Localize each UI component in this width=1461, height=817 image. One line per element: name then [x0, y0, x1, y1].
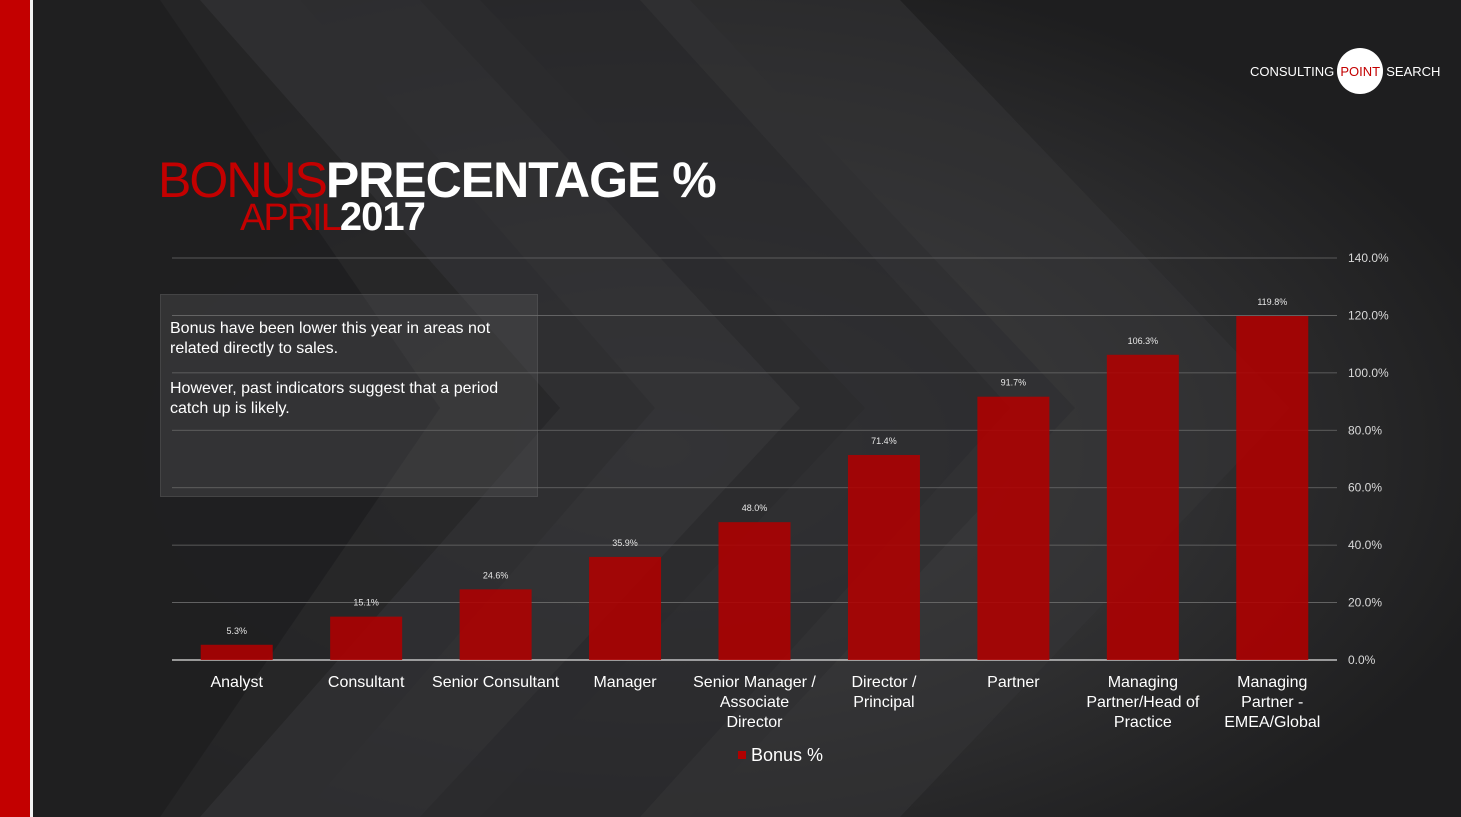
bar — [459, 589, 532, 660]
x-category-label: Analyst — [210, 674, 263, 691]
y-tick-label: 20.0% — [1348, 596, 1382, 610]
logo-text-circle: POINT — [1340, 63, 1381, 79]
chart-x-categories: Analyst Consultant Senior Consultant Manage… — [210, 674, 1320, 731]
data-label: 119.8% — [1257, 297, 1287, 307]
page-title: BONUSPRECENTAGE % — [158, 150, 717, 210]
title-word-white: PRECENTAGE % — [325, 152, 717, 208]
bar — [589, 556, 662, 660]
y-tick-label: 80.0% — [1348, 423, 1382, 437]
subtitle-word-red: APRIL — [240, 197, 342, 239]
x-category-label: Consultant — [328, 674, 405, 691]
y-tick-label: 40.0% — [1348, 538, 1382, 552]
chart-legend: Bonus % — [738, 745, 823, 765]
subtitle-word-white: 2017 — [339, 195, 426, 239]
data-label: 5.3% — [226, 626, 247, 636]
accent-side-bar — [0, 0, 30, 817]
legend-label: Bonus % — [751, 745, 823, 765]
note-panel — [160, 294, 538, 497]
x-category-label: Manager — [593, 674, 657, 691]
data-label: 106.3% — [1128, 336, 1159, 346]
bar — [1236, 316, 1309, 660]
x-category-label: Managing Partner -EMEA/Global — [1224, 674, 1320, 731]
y-tick-label: 100.0% — [1348, 366, 1389, 380]
page-subtitle: APRIL2017 — [240, 195, 426, 239]
data-label: 15.1% — [353, 598, 379, 608]
chart-bars — [200, 316, 1309, 660]
bar — [718, 522, 791, 660]
company-logo: CONSULTING POINT SEARCH — [1250, 48, 1440, 94]
data-label: 48.0% — [742, 503, 768, 513]
note-paragraph-2: However, past indicators suggest that a … — [170, 380, 499, 417]
bar — [1106, 354, 1179, 660]
bar — [977, 396, 1050, 660]
bar — [330, 616, 403, 660]
data-label: 91.7% — [1001, 378, 1027, 388]
chevron-shape — [33, 0, 440, 817]
title-word-red: BONUS — [158, 152, 328, 208]
logo-circle: POINT — [1337, 48, 1384, 94]
accent-side-bar-edge — [30, 0, 33, 817]
x-category-label: Partner — [987, 674, 1040, 691]
x-category-label: Managing Partner/Head of Practice — [1086, 674, 1200, 731]
bar — [847, 454, 920, 660]
legend-swatch — [738, 751, 746, 759]
data-label: 24.6% — [483, 570, 509, 580]
logo-text-left: CONSULTING — [1250, 63, 1335, 79]
x-category-label: Senior Manager / Associate Director — [693, 674, 816, 731]
logo-text-right: SEARCH — [1386, 63, 1441, 79]
data-label: 35.9% — [612, 538, 638, 548]
chart-y-ticks: 0.0% 20.0% 40.0% 60.0% 80.0% 100.0% 120.0% 140.… — [1348, 251, 1389, 667]
note-paragraph-1: Bonus have been lower this year in areas… — [170, 320, 491, 357]
y-tick-label: 120.0% — [1348, 308, 1389, 322]
chevron-shape — [200, 0, 865, 817]
y-tick-label: 140.0% — [1348, 251, 1389, 265]
chart-data-labels: 5.3% 15.1% 24.6% 35.9% 48.0% 71.4% 91.7% 106.3%… — [226, 297, 1287, 636]
bar — [200, 644, 273, 660]
x-category-label: Director / Principal — [851, 674, 916, 711]
y-tick-label: 0.0% — [1348, 653, 1376, 667]
x-category-label: Senior Consultant — [432, 674, 560, 691]
y-tick-label: 60.0% — [1348, 481, 1382, 495]
data-label: 71.4% — [871, 436, 897, 446]
